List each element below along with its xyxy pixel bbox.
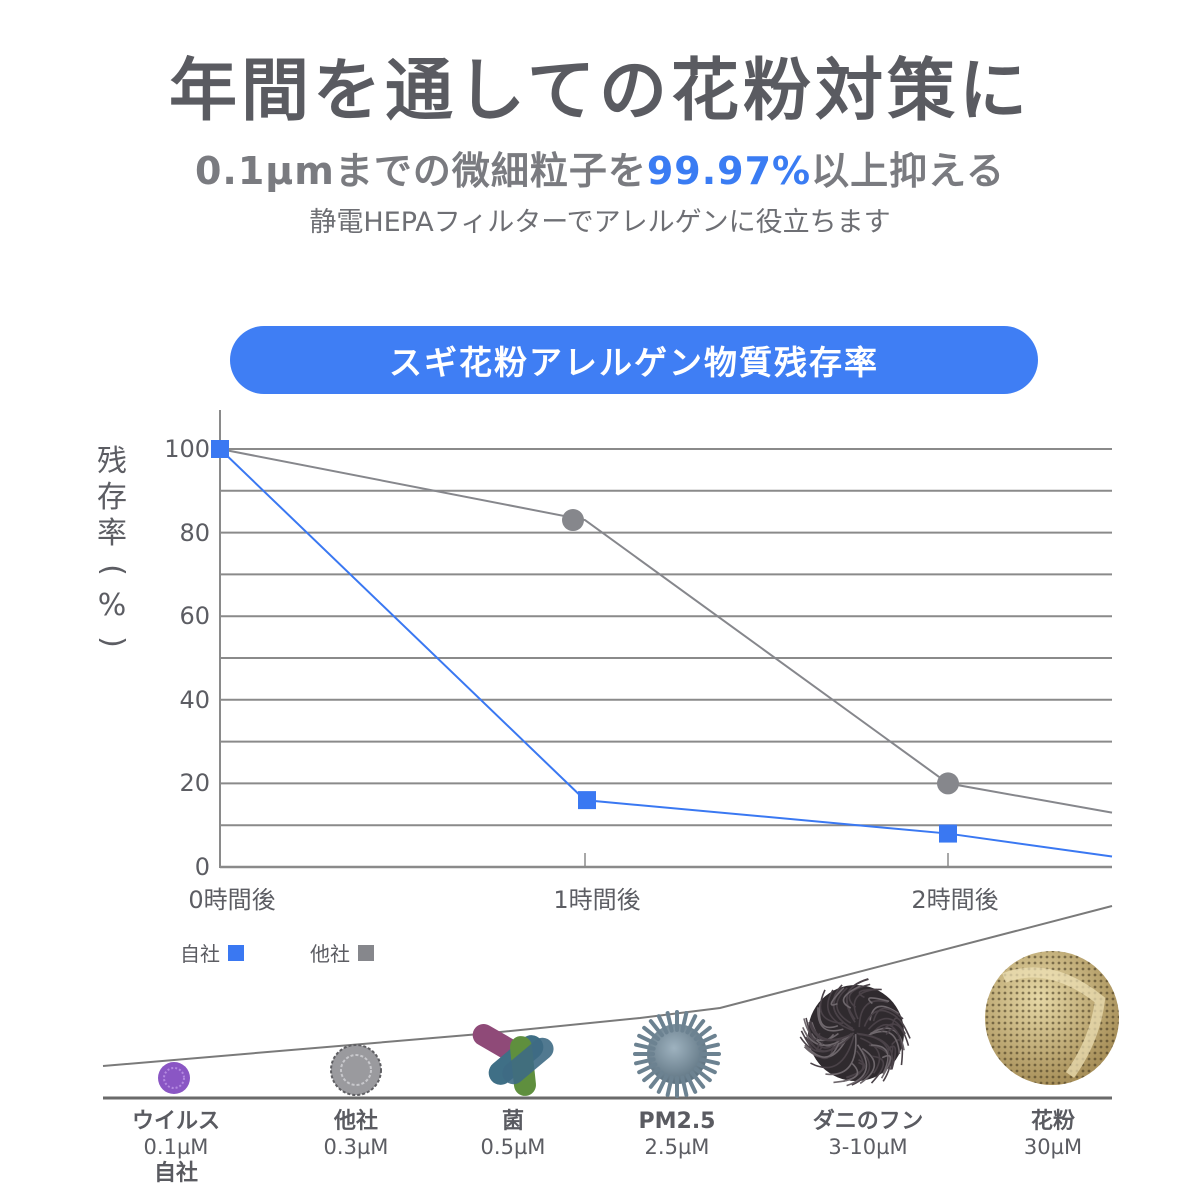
square-swatch-icon	[358, 944, 374, 961]
y-tick-label: 0	[194, 853, 210, 881]
x-tick-label: 2時間後	[911, 886, 999, 914]
particle-name: ウイルス	[131, 1109, 220, 1134]
square-swatch-icon	[228, 944, 244, 961]
legend-label: 他社	[310, 942, 350, 966]
circle-marker-icon	[562, 509, 584, 532]
y-tick-label: 20	[179, 769, 210, 798]
particle-name: 他社	[333, 1109, 378, 1134]
page-title: 年間を通しての花粉対策に	[169, 52, 1031, 131]
particle-size: 2.5µM	[644, 1135, 710, 1159]
y-axis-label-char: %	[97, 588, 127, 623]
particle-name: PM2.5	[638, 1109, 716, 1134]
particle-name: ダニのフン	[812, 1109, 924, 1134]
particle-item: 菌 0.5µM	[433, 1109, 593, 1159]
subtitle-prefix: 0.1µmまでの微細粒子を	[194, 149, 647, 193]
chart-title-banner: スギ花粉アレルゲン物質残存率	[230, 326, 1038, 394]
x-tick-label: 0時間後	[188, 886, 276, 914]
y-tick-label: 40	[179, 685, 210, 714]
square-marker-icon	[578, 791, 596, 810]
chart-legend: 自社 他社	[180, 938, 374, 967]
subtitle-suffix: 以上抑える	[811, 149, 1006, 193]
particle-item: 他社 0.3µM	[276, 1109, 436, 1159]
particle-name: 菌	[501, 1109, 524, 1134]
y-axis-label-char: 存	[97, 480, 127, 515]
particle-item: ダニのフン 3-10µM	[788, 1109, 948, 1159]
y-axis-label-char: (	[95, 564, 130, 576]
y-axis-label-char: 残	[97, 444, 127, 479]
legend-item-own: 自社	[180, 938, 244, 967]
particle-item: 花粉 30µM	[973, 1109, 1133, 1159]
legend-item-other: 他社	[310, 938, 374, 967]
particle-size: 3-10µM	[828, 1135, 908, 1159]
circle-marker-icon	[937, 772, 959, 795]
particle-size: 0.3µM	[323, 1135, 389, 1159]
series-line-own	[219, 448, 1113, 858]
particle-item: ウイルス 0.1µM 自社	[96, 1109, 256, 1189]
subtitle-accent-value: 99.97%	[646, 149, 812, 193]
square-marker-icon	[211, 440, 229, 458]
particle-size: 0.5µM	[480, 1135, 546, 1159]
y-axis-label-char: )	[95, 636, 130, 648]
page-subtitle: 0.1µmまでの微細粒子を99.97%以上抑える	[0, 146, 1200, 196]
y-tick-label: 100	[164, 435, 210, 463]
particle-name: 花粉	[1030, 1109, 1075, 1134]
page-caption: 静電HEPAフィルターでアレルゲンに役立ちます	[309, 207, 891, 238]
y-axis-label: 残存率 (%)	[92, 444, 132, 660]
particle-size: 30µM	[1023, 1135, 1083, 1159]
square-marker-icon	[939, 824, 957, 843]
x-tick-label: 1時間後	[553, 886, 641, 914]
particle-note: 自社	[153, 1161, 198, 1186]
particle-item: PM2.5 2.5µM	[597, 1109, 757, 1159]
series-line-other	[219, 448, 1113, 814]
y-tick-label: 60	[179, 602, 210, 631]
y-tick-label: 80	[179, 518, 210, 547]
particle-size: 0.1µM	[143, 1135, 209, 1159]
y-axis-label-char: 率	[97, 516, 127, 551]
chart-title: スギ花粉アレルゲン物質残存率	[389, 343, 879, 382]
legend-label: 自社	[180, 942, 220, 966]
